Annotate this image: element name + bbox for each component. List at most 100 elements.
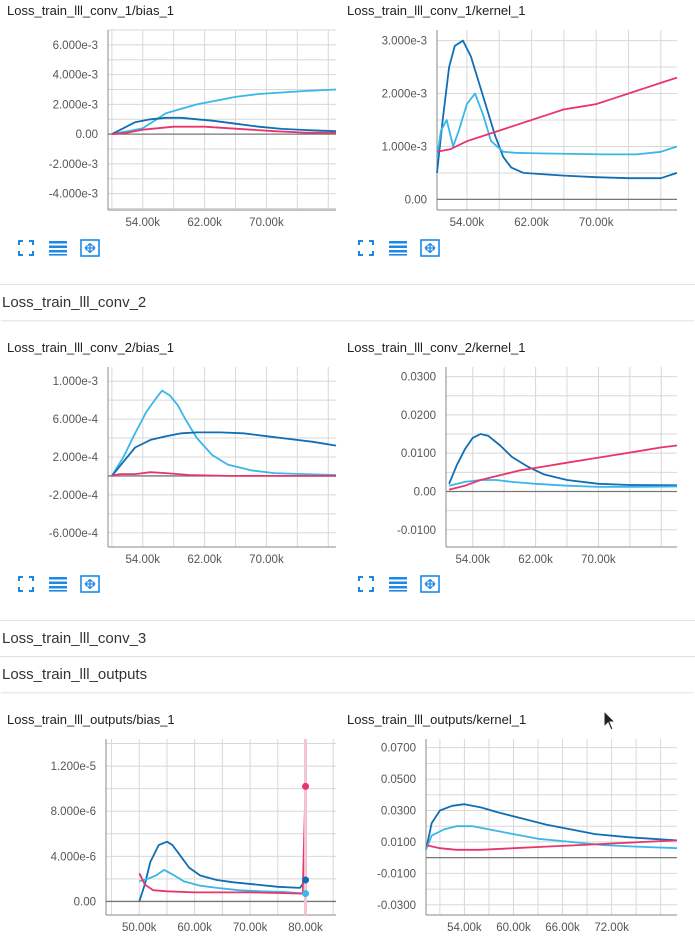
chart-title: Loss_train_lll_outputs/kernel_1	[347, 712, 527, 727]
series-line	[448, 433, 678, 487]
x-tick-label: 60.00k	[177, 922, 212, 934]
section-header-conv-3[interactable]: Loss_train_lll_conv_3	[0, 620, 695, 656]
y-tick-label: -4.000e-3	[49, 189, 98, 201]
series-line	[111, 116, 337, 135]
list-icon[interactable]	[387, 237, 408, 258]
chart-outputs-kernel[interactable]: 0.0700 0.0500 0.0300 0.0100 -0.0100 -0.0300 54…	[340, 709, 685, 945]
chart-outputs-bias[interactable]: 1.200e-5 8.000e-6 4.000e-6 0.00 50.00k 60.00k…	[0, 709, 340, 945]
y-tick-label: 0.00	[405, 194, 427, 206]
chart-card-conv1-bias: Loss_train_lll_conv_1/bias_1 6.000e-3 4.0…	[0, 0, 340, 262]
y-tick-label: -6.000e-4	[49, 528, 99, 540]
series-line	[138, 840, 307, 902]
list-icon[interactable]	[47, 237, 68, 258]
y-tick-label: 6.000e-4	[53, 414, 99, 426]
series-line	[111, 389, 337, 477]
y-tick-label: 4.000e-3	[53, 70, 98, 82]
x-tick-label: 70.00k	[233, 922, 268, 934]
x-tick-label: 62.00k	[514, 217, 549, 229]
fit-screen-icon[interactable]	[15, 573, 36, 594]
y-tick-label: 6.000e-3	[53, 40, 98, 52]
fit-screen-icon[interactable]	[15, 237, 36, 258]
y-tick-label: -0.0100	[377, 868, 416, 880]
y-tick-label: 0.00	[74, 896, 96, 908]
y-tick-label: -0.0100	[397, 525, 436, 537]
list-icon[interactable]	[47, 573, 68, 594]
hover-point	[302, 890, 310, 898]
y-tick-label: 0.0300	[401, 372, 436, 384]
y-tick-label: 0.0700	[381, 743, 416, 755]
section-title: Loss_train_lll_outputs	[2, 666, 148, 683]
y-tick-label: 1.200e-5	[51, 761, 96, 773]
grid	[108, 367, 336, 547]
x-tick-label: 54.00k	[447, 922, 482, 934]
x-tick-label: 50.00k	[122, 922, 157, 934]
x-tick-label: 62.00k	[187, 217, 222, 229]
x-tick-label: 80.00k	[288, 922, 323, 934]
chart-title: Loss_train_lll_conv_1/bias_1	[7, 3, 174, 18]
section-title: Loss_train_lll_conv_2	[2, 294, 147, 311]
list-icon[interactable]	[387, 573, 408, 594]
y-tick-label: 2.000e-3	[53, 99, 98, 111]
chart-card-conv2-kernel: Loss_train_lll_conv_2/kernel_1 0.0300 0.0…	[340, 337, 680, 599]
zoom-fit-icon[interactable]	[79, 573, 100, 594]
series-line	[111, 431, 337, 477]
y-tick-label: -2.000e-4	[49, 490, 99, 502]
series-line	[138, 786, 307, 895]
series-line	[436, 76, 678, 153]
x-tick-label: 54.00k	[126, 217, 161, 229]
chart-title: Loss_train_lll_conv_2/kernel_1	[347, 340, 526, 355]
chart-card-conv2-bias: Loss_train_lll_conv_2/bias_1 1.000e-3 6.0…	[0, 337, 340, 599]
zoom-fit-icon[interactable]	[79, 237, 100, 258]
x-tick-label: 60.00k	[496, 922, 531, 934]
y-tick-label: 0.00	[76, 129, 98, 141]
y-tick-label: 0.0100	[401, 448, 436, 460]
fit-screen-icon[interactable]	[355, 573, 376, 594]
grid	[437, 30, 677, 210]
chart-conv2-bias[interactable]: 1.000e-3 6.000e-4 2.000e-4 -2.000e-4 -6.000e…	[0, 337, 340, 573]
y-tick-label: -0.0300	[377, 900, 416, 912]
y-tick-label: 0.0500	[381, 774, 416, 786]
chart-card-outputs-kernel: Loss_train_lll_outputs/kernel_1 0.0700 0.…	[340, 709, 680, 945]
chart-toolbar	[15, 237, 100, 258]
y-tick-label: 4.000e-6	[51, 851, 96, 863]
x-tick-label: 54.00k	[450, 217, 485, 229]
x-tick-label: 66.00k	[545, 922, 580, 934]
x-tick-label: 70.00k	[581, 554, 616, 566]
chart-toolbar	[15, 573, 100, 594]
series-line	[111, 88, 337, 135]
chart-toolbar	[355, 237, 440, 258]
mouse-pointer-icon	[603, 710, 617, 731]
series-line	[111, 125, 336, 135]
x-tick-label: 62.00k	[187, 554, 222, 566]
chart-conv2-kernel[interactable]: 0.0300 0.0200 0.0100 0.00 -0.0100 54.00k 62.00…	[340, 337, 685, 573]
y-tick-label: 2.000e-3	[382, 89, 427, 101]
chart-card-conv1-kernel: Loss_train_lll_conv_1/kernel_1 3.000e-3 2…	[340, 0, 680, 262]
y-tick-label: 2.000e-4	[53, 452, 99, 464]
fit-screen-icon[interactable]	[355, 237, 376, 258]
y-tick-label: 1.000e-3	[382, 141, 427, 153]
zoom-fit-icon[interactable]	[419, 573, 440, 594]
y-tick-label: 8.000e-6	[51, 806, 96, 818]
chart-title: Loss_train_lll_conv_1/kernel_1	[347, 3, 526, 18]
section-header-conv-2[interactable]: Loss_train_lll_conv_2	[0, 284, 695, 320]
y-tick-label: 1.000e-3	[53, 376, 98, 388]
y-tick-label: 0.0300	[381, 806, 416, 818]
y-tick-label: 0.0200	[401, 410, 436, 422]
x-tick-label: 70.00k	[249, 554, 284, 566]
x-tick-label: 70.00k	[249, 217, 284, 229]
chart-conv1-bias[interactable]: 6.000e-3 4.000e-3 2.000e-3 0.00 -2.000e-3 -4.…	[0, 0, 340, 236]
grid	[446, 367, 677, 547]
section-title: Loss_train_lll_conv_3	[2, 630, 147, 647]
section-header-outputs[interactable]: Loss_train_lll_outputs	[0, 656, 695, 692]
x-tick-label: 54.00k	[455, 554, 490, 566]
chart-card-outputs-bias: Loss_train_lll_outputs/bias_1 1.200e-5 8.…	[0, 709, 340, 945]
zoom-fit-icon[interactable]	[419, 237, 440, 258]
x-tick-label: 72.00k	[594, 922, 629, 934]
chart-toolbar	[355, 573, 440, 594]
y-tick-label: 0.0100	[381, 837, 416, 849]
chart-conv1-kernel[interactable]: 3.000e-3 2.000e-3 1.000e-3 0.00 54.00k 62.00k…	[340, 0, 685, 236]
series-line	[425, 825, 678, 851]
x-tick-label: 62.00k	[518, 554, 553, 566]
chart-title: Loss_train_lll_conv_2/bias_1	[7, 340, 174, 355]
x-tick-label: 54.00k	[126, 554, 161, 566]
